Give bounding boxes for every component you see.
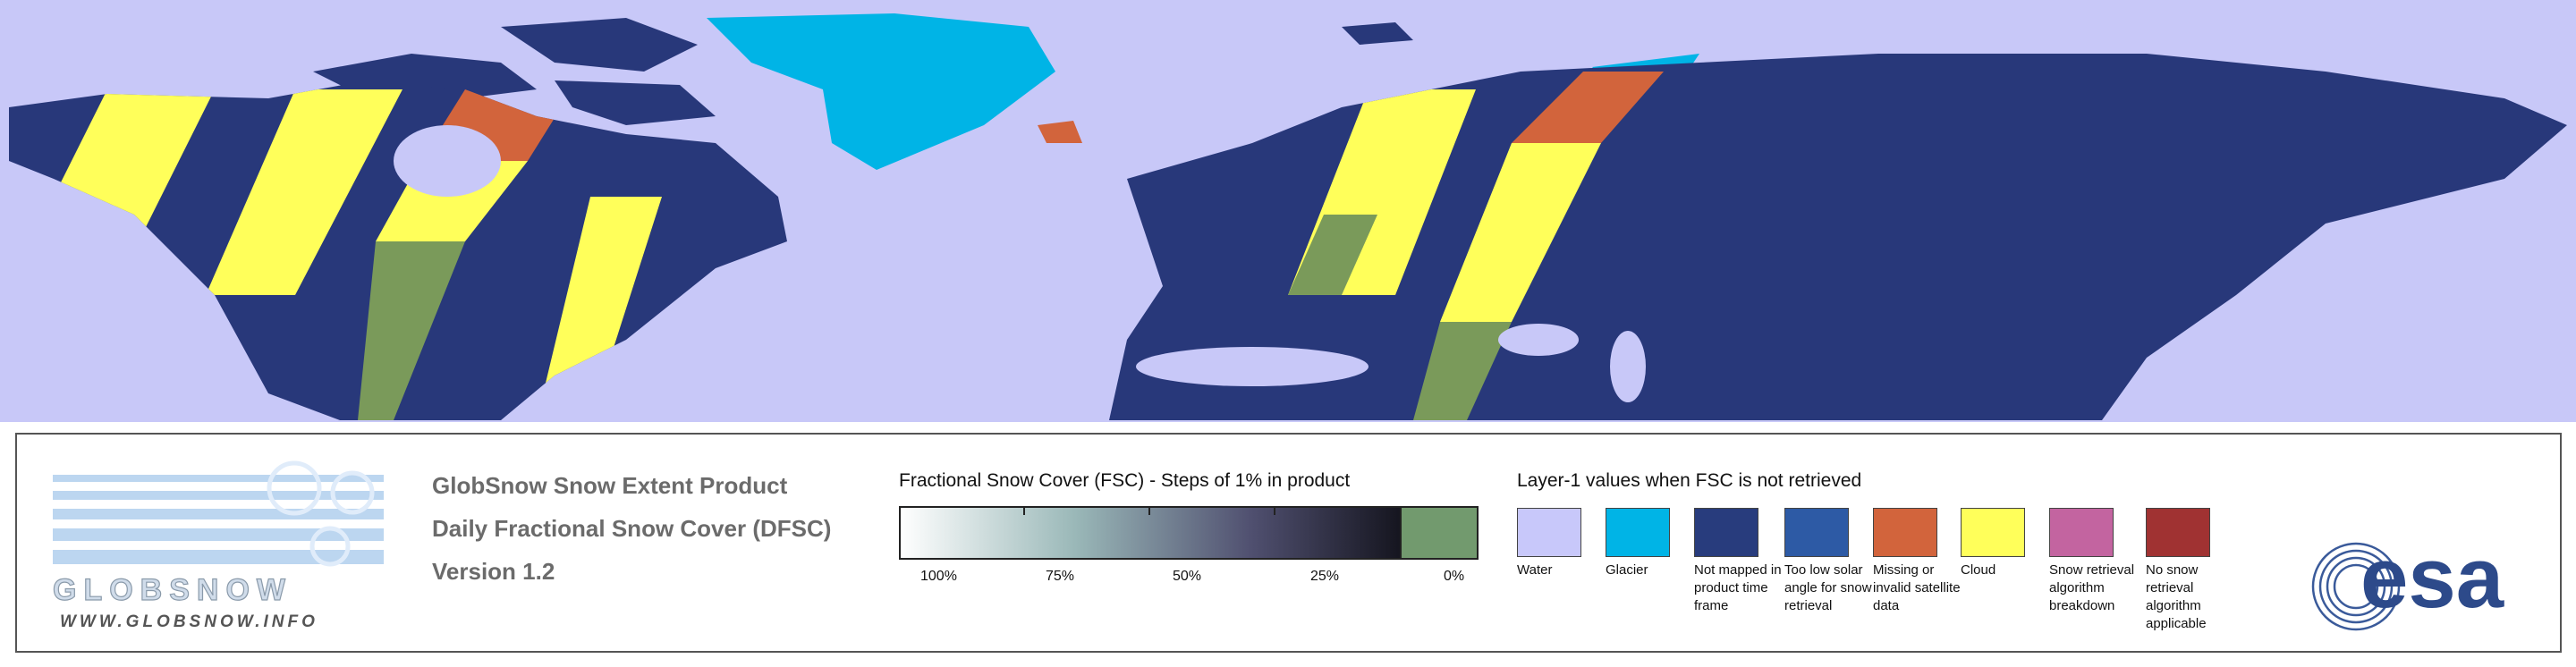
fsc-colorbar — [899, 506, 1479, 560]
fsc-label: 25% — [1310, 569, 1340, 584]
map — [0, 0, 2576, 422]
globsnow-logo: GLOBSNOW WWW.GLOBSNOW.INFO — [52, 460, 384, 631]
layer1-title: Layer-1 values when FSC is not retrieved — [1517, 470, 1862, 491]
class-label: No snow retrieval algorithm applicable — [2146, 562, 2207, 631]
class-label: Snow retrieval algorithm breakdown — [2049, 562, 2135, 613]
logo-wordmark: GLOBSNOW — [53, 573, 292, 607]
inland-seas — [394, 125, 1646, 402]
product-subtitle: Daily Fractional Snow Cover (DFSC) — [432, 515, 832, 542]
product-version: Version 1.2 — [432, 558, 555, 585]
class-swatch — [1694, 508, 1758, 557]
fsc-label: 0% — [1444, 569, 1465, 584]
class-label: Cloud — [1961, 562, 1996, 578]
class-label: Glacier — [1606, 562, 1648, 578]
class-label: Missing or invalid satellite data — [1873, 562, 1961, 613]
class-swatch — [2049, 508, 2114, 557]
fsc-label: 50% — [1173, 569, 1202, 584]
class-label: Water — [1517, 562, 1553, 578]
esa-logo: esa — [2311, 537, 2504, 631]
greenland — [707, 13, 1055, 170]
class-label: Not mapped in product time frame — [1694, 562, 1782, 613]
product-title: GlobSnow Snow Extent Product — [432, 472, 788, 499]
fsc-title: Fractional Snow Cover (FSC) - Steps of 1… — [899, 470, 1351, 491]
class-swatch — [1873, 508, 1937, 557]
fsc-label: 75% — [1046, 569, 1075, 584]
esa-wordmark: esa — [2360, 537, 2504, 626]
fsc-label: 100% — [920, 569, 957, 584]
class-swatch — [1517, 508, 1581, 557]
class-swatch — [2146, 508, 2210, 557]
logo-url: WWW.GLOBSNOW.INFO — [60, 612, 318, 631]
class-swatch — [1606, 508, 1670, 557]
class-label: Too low solar angle for snow retrieval — [1784, 562, 1872, 613]
legend-panel: GLOBSNOW WWW.GLOBSNOW.INFO GlobSnow Snow… — [15, 433, 2562, 653]
class-swatch — [1961, 508, 2025, 557]
class-swatch — [1784, 508, 1849, 557]
